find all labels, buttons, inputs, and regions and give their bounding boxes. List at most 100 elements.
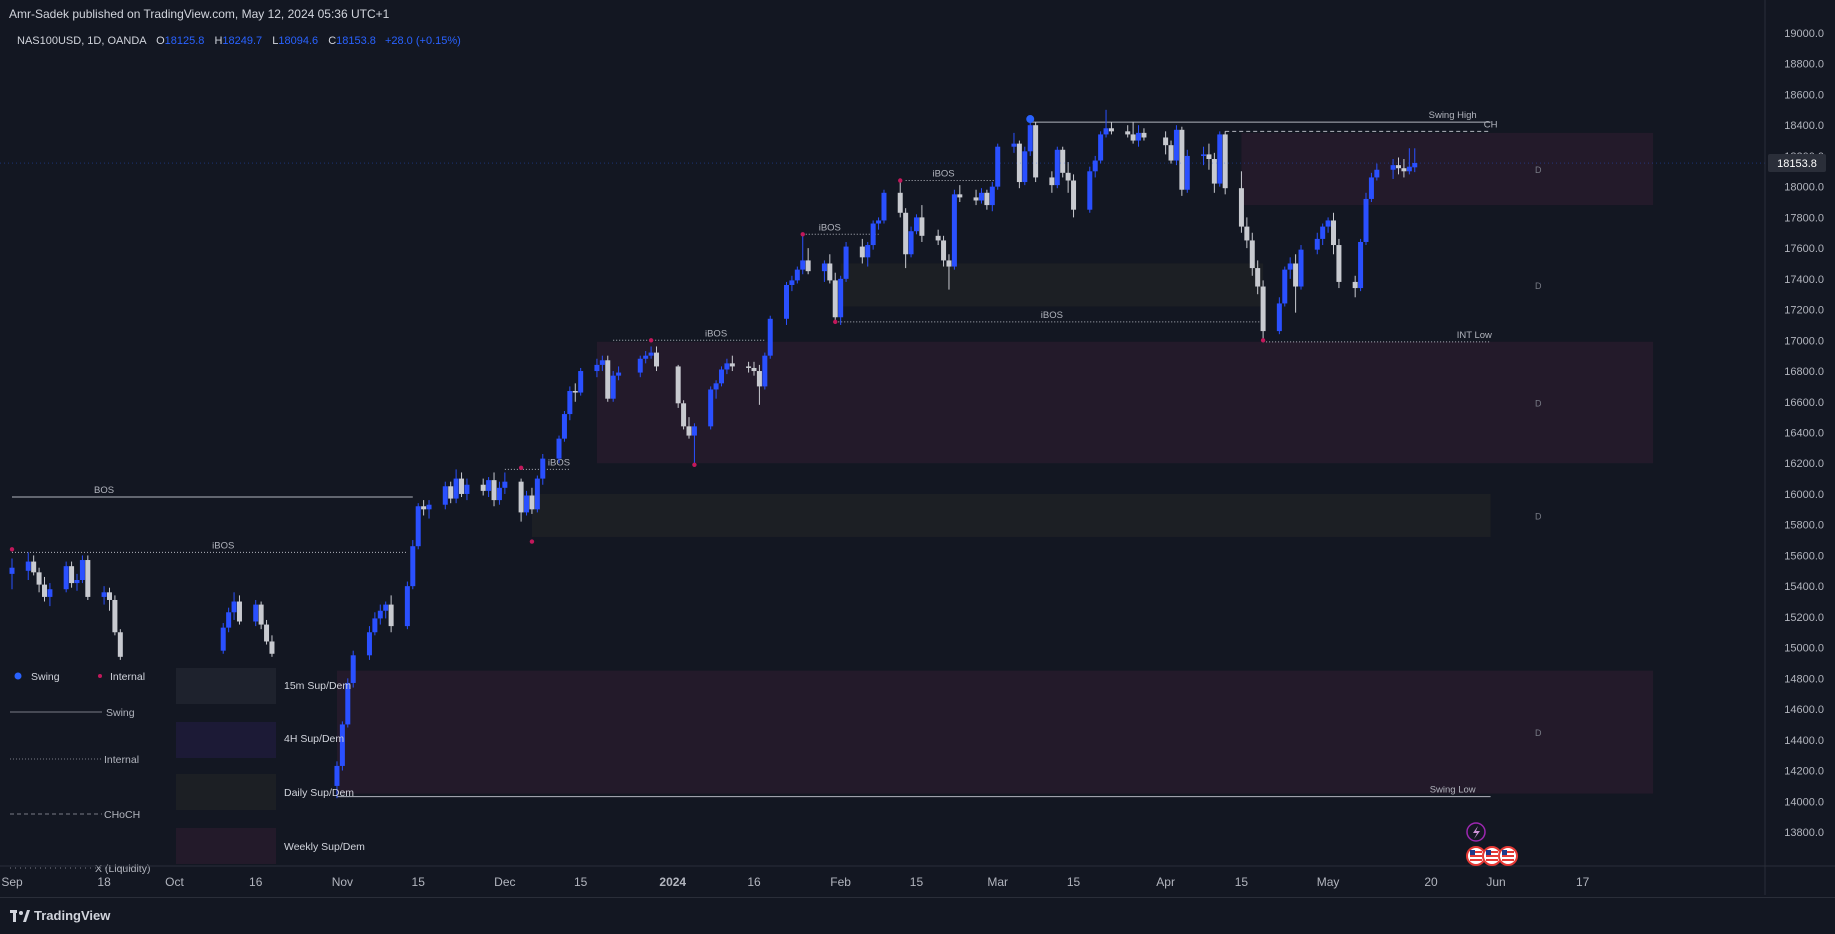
candle-body <box>1071 180 1077 210</box>
high-label: H <box>214 35 223 47</box>
candle-body <box>729 363 735 367</box>
candle-body <box>1298 249 1304 287</box>
candle-body <box>383 604 389 611</box>
candle-body <box>1206 154 1212 159</box>
internal-pivot-marker <box>648 338 654 343</box>
legend-zone-swatch <box>176 668 276 704</box>
candle-body <box>1179 129 1185 190</box>
published-info: Amr-Sadek published on TradingView.com, … <box>9 7 390 21</box>
y-tick-label: 18800.0 <box>1784 59 1824 71</box>
x-tick-label: 15 <box>910 875 924 889</box>
candle-body <box>1184 155 1190 190</box>
y-tick-label: 15200.0 <box>1784 612 1824 624</box>
candle-body <box>1125 131 1131 135</box>
candle-body <box>534 478 540 510</box>
candle-body <box>713 383 719 390</box>
candle-body <box>708 389 714 427</box>
change-value: +28.0 (+0.15%) <box>384 35 461 47</box>
candle-body <box>686 426 692 436</box>
event-icons[interactable] <box>1466 822 1518 866</box>
flag-canton <box>1502 850 1507 855</box>
legend-zone-swatch <box>176 828 276 864</box>
candle-body <box>112 599 118 633</box>
candle-body <box>453 478 459 499</box>
candle-body <box>1249 240 1255 269</box>
flag-stripe <box>1486 855 1498 857</box>
candle-body <box>561 414 567 439</box>
candle-body <box>572 391 578 393</box>
structure-label: iBOS <box>1041 310 1063 321</box>
candle-body <box>1049 177 1055 186</box>
internal-marker-icon <box>98 674 102 678</box>
candle-body <box>1325 220 1331 227</box>
candle-body <box>253 604 259 622</box>
y-tick-label: 17800.0 <box>1784 212 1824 224</box>
structure-label: iBOS <box>705 328 727 339</box>
candle-body <box>464 484 470 494</box>
candle-body <box>1412 163 1418 168</box>
candle-body <box>404 586 410 627</box>
y-tick-label: 16600.0 <box>1784 397 1824 409</box>
x-tick-label: Feb <box>830 875 851 889</box>
internal-pivot-marker <box>518 465 524 471</box>
candle-body <box>984 192 990 206</box>
y-tick-label: 15600.0 <box>1784 550 1824 562</box>
candle-body <box>1011 143 1017 147</box>
supply-demand-zone <box>1241 132 1654 206</box>
internal-pivot-marker <box>529 539 535 544</box>
candle-body <box>524 495 530 513</box>
candle-body <box>117 632 123 657</box>
candle-body <box>1087 171 1093 210</box>
structure-label: iBOS <box>819 222 841 233</box>
x-tick-label: Dec <box>494 875 515 889</box>
candle-body <box>426 504 432 510</box>
candle-body <box>1358 241 1364 289</box>
x-tick-label: May <box>1317 875 1340 889</box>
candle-body <box>529 495 535 510</box>
y-tick-label: 14400.0 <box>1784 735 1824 747</box>
candle-body <box>957 194 963 198</box>
candle-body <box>1060 149 1066 173</box>
candle-body <box>805 260 811 272</box>
candle-body <box>79 560 85 581</box>
y-tick-label: 17400.0 <box>1784 274 1824 286</box>
y-tick-label: 17000.0 <box>1784 335 1824 347</box>
supply-demand-zone <box>596 341 1654 464</box>
candle-body <box>388 604 394 627</box>
x-tick-label: 2024 <box>659 875 686 889</box>
x-tick-label: 16 <box>249 875 263 889</box>
candle-body <box>415 506 421 547</box>
candle-body <box>865 245 871 258</box>
candle-body <box>870 223 876 246</box>
tradingview-logo[interactable]: TradingView <box>10 908 110 923</box>
open-value: 18125.8 <box>164 35 205 47</box>
y-tick-label: 16400.0 <box>1784 428 1824 440</box>
candle-body <box>675 366 681 404</box>
legend-zone-swatch <box>176 722 276 758</box>
candle-body <box>1141 132 1147 138</box>
x-tick-label: 15 <box>574 875 588 889</box>
structure-label: iBOS <box>212 540 234 551</box>
structure-label: BOS <box>94 485 114 496</box>
candle-body <box>1211 158 1217 184</box>
x-tick-label: 16 <box>747 875 761 889</box>
candle-body <box>599 360 605 365</box>
structure-label: iBOS <box>932 169 954 180</box>
zones-layer: D D D D D <box>336 132 1654 794</box>
candle-body <box>643 355 649 359</box>
structure-label: Swing High <box>1429 110 1477 121</box>
candle-body <box>881 192 887 221</box>
candle-body <box>486 480 492 491</box>
symbol-legend: NAS100USD, 1D, OANDA O18125.8 H18249.7 L… <box>17 35 461 47</box>
lightning-event-icon[interactable] <box>1466 822 1486 842</box>
candle-body <box>85 560 91 597</box>
candle-body <box>459 478 465 494</box>
flag-stripe <box>1502 855 1514 857</box>
symbol-label[interactable]: NAS100USD, 1D, OANDA <box>17 35 146 47</box>
candle-body <box>1217 134 1223 184</box>
candle-body <box>978 192 984 201</box>
internal-legend-label: Internal <box>110 671 145 683</box>
candle-body <box>913 217 919 232</box>
supply-demand-zone <box>840 263 1264 307</box>
